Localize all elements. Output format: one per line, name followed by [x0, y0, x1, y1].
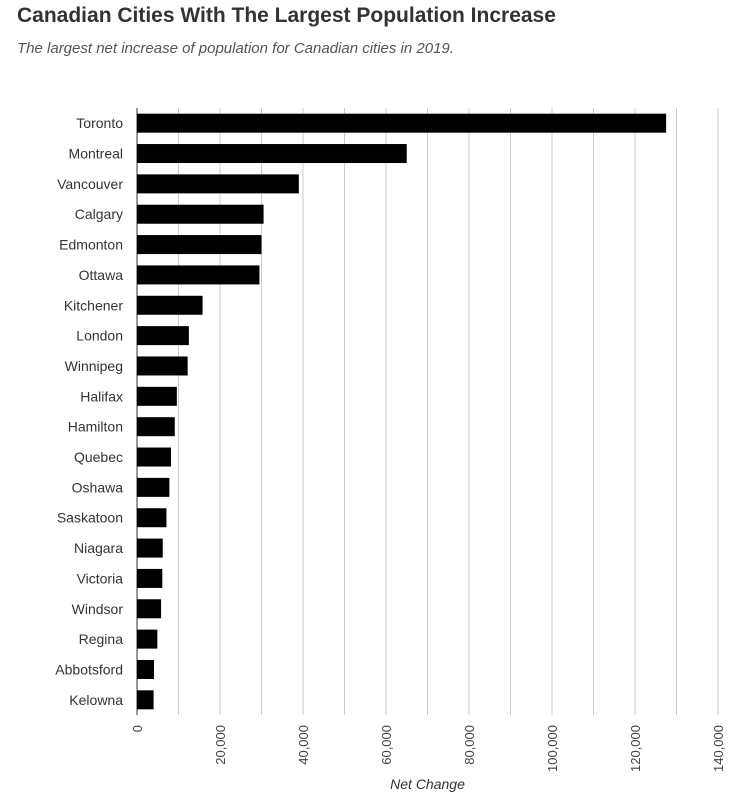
- category-label: Kitchener: [64, 297, 123, 313]
- category-label: Ottawa: [79, 267, 124, 283]
- x-tick-label: 20,000: [213, 725, 228, 765]
- category-label: Victoria: [77, 570, 124, 586]
- x-tick-label: 60,000: [379, 725, 394, 765]
- category-labels: Toronto Montreal Vancouver Calgary Edmonton O…: [55, 115, 123, 708]
- x-axis-label: Net Change: [390, 776, 465, 792]
- bar-calgary: [137, 204, 264, 224]
- chart-title: Canadian Cities With The Largest Populat…: [17, 4, 556, 27]
- category-label: Quebec: [74, 449, 123, 465]
- bar-montreal: [137, 144, 407, 164]
- category-label: Kelowna: [69, 692, 123, 708]
- category-label: Montreal: [69, 146, 123, 162]
- category-label: Winnipeg: [65, 358, 123, 374]
- bar-victoria: [137, 568, 163, 588]
- bar-vancouver: [137, 174, 299, 194]
- bar-kitchener: [137, 295, 203, 315]
- bar-abbotsford: [137, 659, 155, 679]
- chart-subtitle: The largest net increase of population f…: [17, 40, 454, 57]
- category-label: Edmonton: [59, 237, 123, 253]
- bar-ottawa: [137, 265, 260, 285]
- category-label: Halifax: [80, 388, 123, 404]
- bar-winnipeg: [137, 356, 188, 376]
- x-tick-label: 120,000: [628, 725, 643, 772]
- category-label: Vancouver: [57, 176, 123, 192]
- x-tick-label: 40,000: [296, 725, 311, 765]
- bar-saskatoon: [137, 508, 167, 528]
- category-label: Toronto: [76, 115, 123, 131]
- bar-oshawa: [137, 477, 170, 497]
- bar-kelowna: [137, 690, 154, 710]
- bar-regina: [137, 629, 158, 649]
- bars: [137, 113, 667, 710]
- category-label: Saskatoon: [57, 510, 123, 526]
- category-label: Windsor: [72, 601, 124, 617]
- bar-toronto: [137, 113, 667, 133]
- category-label: Abbotsford: [55, 661, 123, 677]
- x-tick-label: 0: [130, 725, 145, 732]
- category-label: Regina: [79, 631, 124, 647]
- bar-quebec: [137, 447, 172, 467]
- x-tick-label: 100,000: [545, 725, 560, 772]
- category-label: Calgary: [75, 206, 123, 222]
- category-label: Hamilton: [68, 419, 123, 435]
- x-tick-labels: 0 20,000 40,000 60,000 80,000 100,000 120,000 1…: [130, 725, 726, 772]
- category-label: Niagara: [74, 540, 123, 556]
- bar-london: [137, 326, 189, 346]
- category-label: Oshawa: [72, 479, 124, 495]
- gridlines: [136, 108, 719, 715]
- x-tick-label: 80,000: [462, 725, 477, 765]
- bar-halifax: [137, 386, 177, 406]
- bar-windsor: [137, 599, 162, 619]
- category-label: London: [76, 328, 123, 344]
- bar-hamilton: [137, 417, 175, 437]
- bar-edmonton: [137, 235, 262, 255]
- bar-niagara: [137, 538, 163, 558]
- x-tick-label: 140,000: [711, 725, 726, 772]
